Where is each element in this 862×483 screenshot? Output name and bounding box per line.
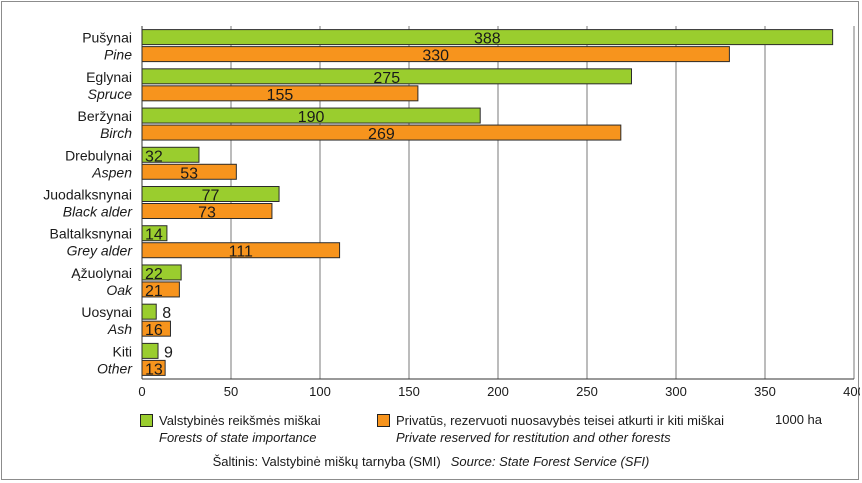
bar: [141, 124, 622, 141]
source-note: Šaltinis: Valstybinė miškų tarnyba (SMI)…: [2, 454, 860, 469]
data-label: 190: [298, 109, 325, 126]
x-tick-label: 50: [224, 384, 238, 399]
bar: [141, 29, 834, 46]
bar: [141, 163, 237, 180]
bar: [141, 46, 730, 63]
legend-swatch-state: [140, 414, 153, 427]
data-label: 16: [145, 322, 163, 339]
category-label: Drebulynai: [65, 147, 132, 163]
data-label: 53: [180, 165, 198, 182]
data-label: 155: [267, 87, 294, 104]
bar: [141, 68, 632, 85]
bar: [141, 225, 168, 242]
category-label-en: Ash: [107, 321, 132, 337]
bar: [141, 186, 280, 202]
legend-swatch-private: [377, 414, 390, 427]
category-label: Ąžuolynai: [71, 265, 132, 281]
category-label: Juodalksnynai: [43, 187, 132, 203]
data-label: 111: [229, 244, 253, 261]
bar: [141, 342, 159, 359]
source-lt: Šaltinis: Valstybinė miškų tarnyba (SMI): [212, 454, 441, 469]
data-label: 22: [145, 266, 163, 283]
data-label: 13: [145, 361, 163, 378]
data-label: 330: [422, 48, 449, 65]
category-label: Beržynai: [78, 108, 132, 124]
category-label-en: Oak: [106, 282, 133, 298]
data-label: 14: [145, 227, 163, 244]
bar: [141, 203, 273, 219]
x-tick-label: 400: [843, 384, 860, 399]
category-label: Kiti: [113, 343, 132, 359]
data-label: 8: [162, 305, 171, 322]
bar: [141, 242, 341, 259]
category-label-en: Grey alder: [67, 243, 134, 259]
source-en: Source: State Forest Service (SFI): [450, 454, 650, 469]
bar: [141, 303, 157, 320]
legend-label-state-en: Forests of state importance: [159, 430, 317, 445]
data-label: 21: [145, 283, 163, 300]
category-label-en: Black alder: [63, 204, 134, 220]
legend-label-private: Privatūs, rezervuoti nuosavybės teisei a…: [396, 413, 725, 428]
bar: [141, 146, 200, 163]
x-tick-label: 150: [398, 384, 420, 399]
category-label-en: Other: [97, 360, 133, 376]
category-label-en: Spruce: [88, 86, 133, 102]
data-label: 388: [474, 31, 501, 48]
bar: [141, 359, 166, 376]
data-label: 9: [164, 344, 173, 361]
category-label: Baltalksnynai: [50, 226, 133, 242]
x-tick-label: 200: [487, 384, 509, 399]
bar: [141, 320, 171, 337]
bar: [141, 264, 182, 281]
bar: [141, 85, 419, 102]
category-label-en: Aspen: [91, 164, 132, 180]
legend-label-state: Valstybinės reikšmės miškai: [159, 413, 321, 428]
x-tick-label: 300: [665, 384, 687, 399]
category-label: Eglynai: [86, 69, 132, 85]
bar: [141, 107, 481, 124]
data-label: 269: [368, 126, 395, 143]
legend-label-private-en: Private reserved for restitution and oth…: [396, 430, 671, 445]
data-label: 73: [198, 205, 216, 222]
unit-label: 1000 ha: [775, 412, 822, 427]
category-label-en: Birch: [100, 125, 132, 141]
x-tick-label: 250: [576, 384, 598, 399]
data-label: 32: [145, 148, 163, 165]
x-tick-label: 350: [754, 384, 776, 399]
data-label: 275: [373, 70, 400, 87]
category-label: Uosynai: [81, 304, 132, 320]
category-label-en: Pine: [104, 47, 132, 63]
category-label: Pušynai: [82, 30, 132, 46]
data-label: 77: [202, 188, 220, 205]
bar: [141, 281, 180, 298]
x-tick-label: 100: [309, 384, 331, 399]
x-tick-label: 0: [138, 384, 145, 399]
